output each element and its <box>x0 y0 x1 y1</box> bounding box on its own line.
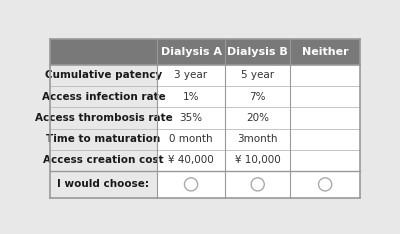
Text: 5 year: 5 year <box>241 70 274 80</box>
Bar <box>290 65 360 86</box>
Bar <box>157 39 225 65</box>
Text: 35%: 35% <box>180 113 203 123</box>
Bar <box>50 86 157 107</box>
Bar <box>225 65 290 86</box>
Bar <box>50 107 157 128</box>
Bar <box>50 39 157 65</box>
Bar <box>157 171 225 198</box>
Bar <box>290 86 360 107</box>
Text: Dialysis A: Dialysis A <box>160 47 222 57</box>
Text: Neither: Neither <box>302 47 348 57</box>
Bar <box>50 65 157 86</box>
Text: 1%: 1% <box>183 92 199 102</box>
Bar <box>50 171 157 198</box>
Bar <box>157 107 225 128</box>
Bar <box>225 128 290 150</box>
Bar <box>50 128 157 150</box>
Bar <box>290 107 360 128</box>
Text: Access infection rate: Access infection rate <box>42 92 165 102</box>
Text: Dialysis B: Dialysis B <box>227 47 288 57</box>
Text: 3 year: 3 year <box>174 70 208 80</box>
Bar <box>290 150 360 171</box>
Text: 7%: 7% <box>250 92 266 102</box>
Text: ¥ 40,000: ¥ 40,000 <box>168 155 214 165</box>
Bar <box>225 171 290 198</box>
Bar <box>157 150 225 171</box>
Text: 3month: 3month <box>238 134 278 144</box>
Bar <box>225 39 290 65</box>
Bar <box>225 150 290 171</box>
Text: 0 month: 0 month <box>169 134 213 144</box>
Bar <box>157 65 225 86</box>
Text: I would choose:: I would choose: <box>58 179 150 189</box>
Bar <box>290 171 360 198</box>
Bar <box>157 86 225 107</box>
Bar <box>290 39 360 65</box>
Bar <box>290 128 360 150</box>
Text: 20%: 20% <box>246 113 269 123</box>
Text: Access thrombosis rate: Access thrombosis rate <box>34 113 172 123</box>
Text: Cumulative patency: Cumulative patency <box>45 70 162 80</box>
Text: ¥ 10,000: ¥ 10,000 <box>235 155 280 165</box>
Bar <box>225 86 290 107</box>
Text: Access creation cost: Access creation cost <box>43 155 164 165</box>
Bar <box>225 107 290 128</box>
Bar <box>50 150 157 171</box>
Text: Time to maturation: Time to maturation <box>46 134 160 144</box>
Bar <box>157 128 225 150</box>
